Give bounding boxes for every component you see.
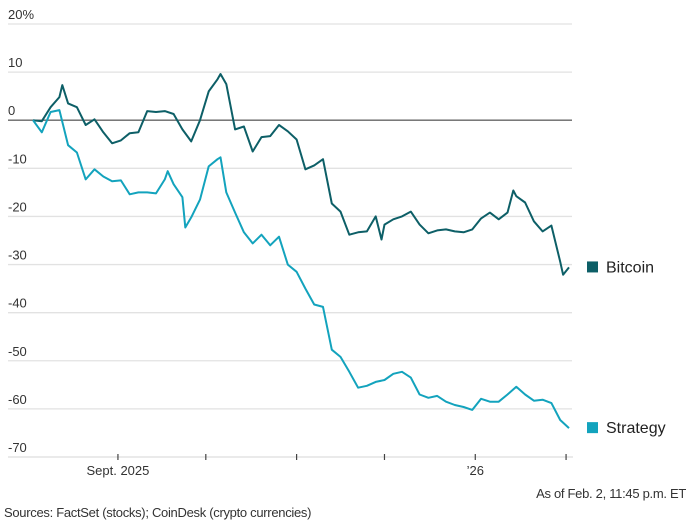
as-of-note: As of Feb. 2, 11:45 p.m. ET bbox=[536, 486, 686, 501]
series-line-bitcoin bbox=[32, 73, 570, 276]
legend-label-bitcoin: Bitcoin bbox=[606, 259, 654, 276]
y-tick-label: 0 bbox=[8, 103, 15, 118]
legend-swatch-strategy bbox=[587, 422, 598, 434]
y-tick-label: -70 bbox=[8, 440, 27, 455]
series-lines bbox=[32, 73, 570, 429]
y-tick-label: 10 bbox=[8, 55, 22, 70]
x-axis: Sept. 2025 ’26 bbox=[8, 454, 573, 478]
sources-note: Sources: FactSet (stocks); CoinDesk (cry… bbox=[4, 505, 312, 520]
gridlines bbox=[8, 23, 572, 410]
y-tick-label: -20 bbox=[8, 199, 27, 214]
x-tick-label: ’26 bbox=[467, 463, 484, 478]
y-tick-label: -30 bbox=[8, 248, 27, 263]
y-tick-label: -50 bbox=[8, 344, 27, 359]
y-tick-label: -40 bbox=[8, 296, 27, 311]
series-line-strategy bbox=[32, 109, 570, 429]
y-tick-label: 20% bbox=[8, 7, 34, 22]
y-tick-label: -10 bbox=[8, 151, 27, 166]
y-axis-ticks: 20% 10 0 -10 -20 -30 -40 -50 -60 -70 bbox=[8, 7, 34, 455]
legend: Bitcoin Strategy bbox=[587, 259, 666, 437]
y-tick-label: -60 bbox=[8, 392, 27, 407]
legend-label-strategy: Strategy bbox=[606, 420, 666, 437]
x-tick-label: Sept. 2025 bbox=[86, 463, 149, 478]
legend-swatch-bitcoin bbox=[587, 261, 598, 273]
